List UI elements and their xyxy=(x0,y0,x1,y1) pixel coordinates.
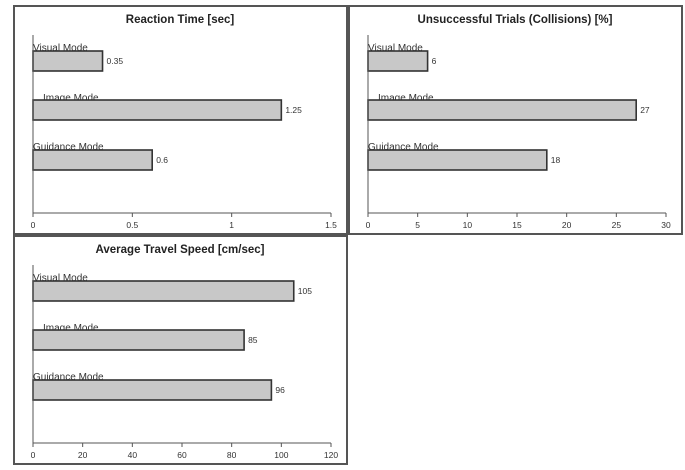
data-label: 27 xyxy=(640,105,650,115)
data-label: 96 xyxy=(275,385,285,395)
chart-unsuccessful-trials: Unsuccessful Trials (Collisions) [%] Visu… xyxy=(348,5,683,235)
data-label: 85 xyxy=(248,335,258,345)
bar xyxy=(32,379,273,401)
bar xyxy=(367,99,638,121)
category-label: Visual Mode xyxy=(368,43,423,54)
x-tick-label: 25 xyxy=(612,220,622,230)
category-label: Image Mode xyxy=(43,93,99,104)
chart-average-travel-speed: Average Travel Speed [cm/sec] Visual Mode… xyxy=(13,235,348,465)
chart-unsuccessful-trials-svg: Unsuccessful Trials (Collisions) [%] Visu… xyxy=(366,14,671,230)
bar xyxy=(32,50,104,72)
data-label: 105 xyxy=(298,286,312,296)
x-tick-label: 5 xyxy=(415,220,420,230)
chart-title: Average Travel Speed [cm/sec] xyxy=(96,244,265,256)
x-tick-label: 0 xyxy=(366,220,371,230)
bar xyxy=(367,149,548,171)
x-tick-label: 10 xyxy=(463,220,473,230)
x-tick-label: 20 xyxy=(78,450,88,460)
data-label: 6 xyxy=(432,56,437,66)
x-tick-label: 0 xyxy=(31,220,36,230)
category-label: Visual Mode xyxy=(33,43,88,54)
x-tick-label: 80 xyxy=(227,450,237,460)
x-tick-label: 0.5 xyxy=(126,220,138,230)
bar xyxy=(32,280,295,302)
data-label: 0.6 xyxy=(156,155,168,165)
bar xyxy=(367,50,429,72)
x-tick-label: 120 xyxy=(324,450,338,460)
data-label: 18 xyxy=(551,155,561,165)
bar xyxy=(32,149,153,171)
chart-reaction-time: Reaction Time [sec] Visual Mode 0.35 Image … xyxy=(13,5,348,235)
bar xyxy=(32,329,245,351)
x-tick-label: 1 xyxy=(229,220,234,230)
bar xyxy=(32,99,283,121)
category-label: Visual Mode xyxy=(33,273,88,284)
category-label: Image Mode xyxy=(378,93,434,104)
x-tick-label: 15 xyxy=(512,220,522,230)
x-tick-label: 1.5 xyxy=(325,220,337,230)
category-label: Guidance Mode xyxy=(33,372,104,383)
data-label: 1.25 xyxy=(285,105,302,115)
x-tick-label: 60 xyxy=(177,450,187,460)
chart-title: Unsuccessful Trials (Collisions) [%] xyxy=(418,14,613,26)
category-label: Guidance Mode xyxy=(368,142,439,153)
data-label: 0.35 xyxy=(107,56,124,66)
x-tick-label: 100 xyxy=(274,450,288,460)
x-tick-label: 40 xyxy=(128,450,138,460)
x-tick-label: 0 xyxy=(31,450,36,460)
chart-reaction-time-svg: Reaction Time [sec] Visual Mode 0.35 Image … xyxy=(31,14,338,230)
x-tick-label: 30 xyxy=(661,220,671,230)
category-label: Guidance Mode xyxy=(33,142,104,153)
x-tick-label: 20 xyxy=(562,220,572,230)
chart-title: Reaction Time [sec] xyxy=(126,14,235,26)
chart-average-travel-speed-svg: Average Travel Speed [cm/sec] Visual Mode… xyxy=(31,244,339,460)
category-label: Image Mode xyxy=(43,323,99,334)
